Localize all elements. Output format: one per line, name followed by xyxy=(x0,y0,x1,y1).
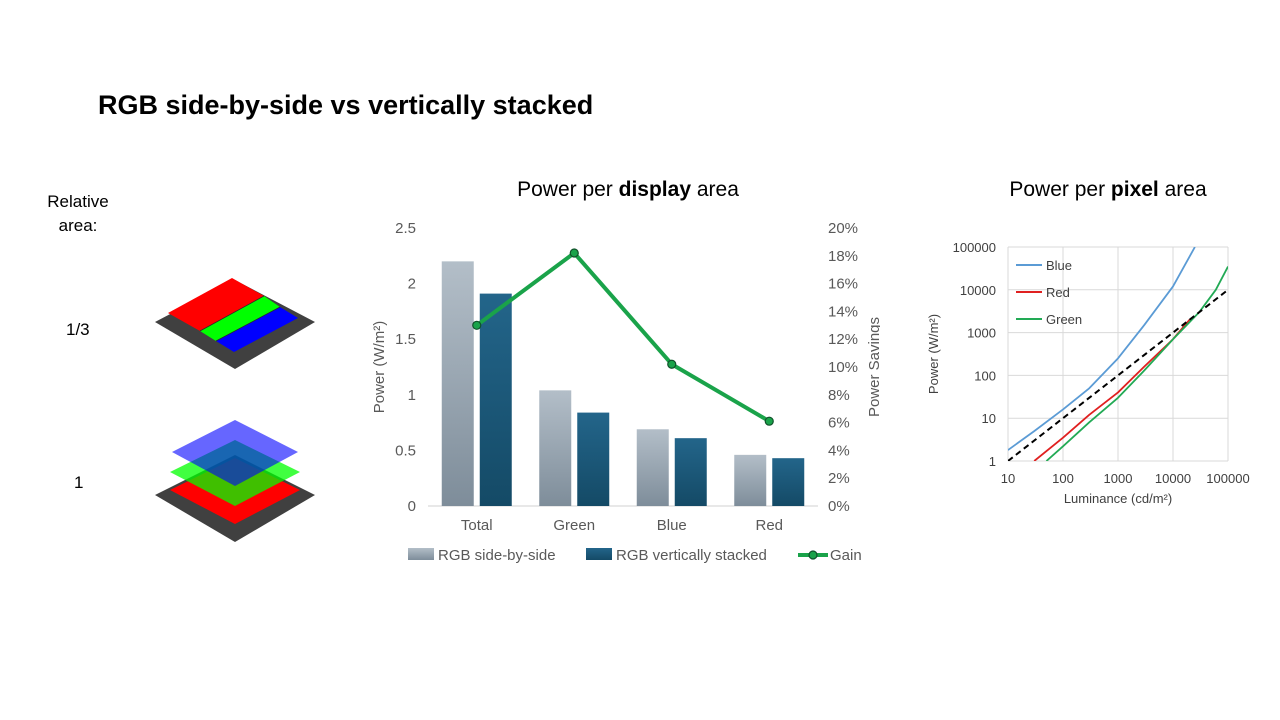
y-axis-label-right: Power Savings xyxy=(866,317,880,417)
row-label-one-third: 1/3 xyxy=(66,320,90,339)
bar-side-by-side xyxy=(539,390,572,506)
bar-vertically-stacked xyxy=(674,438,707,506)
bar-vertically-stacked xyxy=(479,293,512,506)
y-tick-label: 1 xyxy=(989,454,996,469)
legend-label-gain: Gain xyxy=(830,547,862,564)
x-tick-label: 100000 xyxy=(1206,471,1249,486)
gain-point xyxy=(472,320,482,330)
curve-green xyxy=(1045,266,1228,461)
legend-label-blue: Blue xyxy=(1046,258,1072,273)
legend-swatch-stacked xyxy=(586,548,612,560)
right-tick-label: 2% xyxy=(828,470,850,487)
bar-vertically-stacked xyxy=(772,458,805,506)
stacked-illustration xyxy=(155,420,315,542)
y-axis-label-left: Power (W/m²) xyxy=(371,321,388,414)
right-tick-label: 8% xyxy=(828,387,850,404)
x-tick-label: 100 xyxy=(1052,471,1074,486)
gain-point xyxy=(667,359,677,369)
left-tick-label: 2.5 xyxy=(395,220,416,237)
right-tick-label: 4% xyxy=(828,442,850,459)
bar-side-by-side xyxy=(636,429,669,506)
power-per-display-area-chart: 0 0.5 1 1.5 2 2.5 0% 2% 4% 6% 8% 10% 12% 14% 16% 18% 20%… xyxy=(371,220,880,564)
legend-label-side-by-side: RGB side-by-side xyxy=(438,547,556,564)
x-tick-label: 10000 xyxy=(1155,471,1191,486)
left-tick-label: 2 xyxy=(408,276,416,293)
left-tick-label: 0 xyxy=(408,498,416,515)
chart-title-pixel: Power per pixel area xyxy=(1009,178,1207,201)
x-tick-label: 1000 xyxy=(1104,471,1133,486)
right-tick-label: 0% xyxy=(828,498,850,515)
right-tick-label: 10% xyxy=(828,359,858,376)
legend-marker-gain xyxy=(808,550,818,560)
reference-line-dashed xyxy=(1008,289,1228,461)
bar-side-by-side xyxy=(441,261,474,506)
right-tick-label: 20% xyxy=(828,220,858,237)
chart-title-display: Power per display area xyxy=(517,178,739,201)
y-tick-label: 100 xyxy=(974,368,996,383)
power-per-pixel-area-chart: 10 100 1000 10000 100000 1 10 100 1000 10000 10000… xyxy=(926,240,1250,506)
y-tick-label: 10000 xyxy=(960,283,996,298)
row-label-one: 1 xyxy=(74,473,84,492)
y-axis-label: Power (W/m²) xyxy=(926,314,941,394)
side-by-side-illustration xyxy=(155,278,315,369)
curve-red xyxy=(1033,319,1191,461)
blue-subpixel xyxy=(216,307,298,352)
legend-label-green: Green xyxy=(1046,312,1082,327)
left-tick-label: 0.5 xyxy=(395,442,416,459)
green-subpixel xyxy=(200,296,280,341)
gain-point xyxy=(764,416,774,426)
gain-line xyxy=(475,251,771,423)
relative-area-label: Relative area: xyxy=(47,192,109,235)
right-tick-label: 18% xyxy=(828,248,858,265)
left-tick-label: 1 xyxy=(408,387,416,404)
right-tick-label: 16% xyxy=(828,276,858,293)
bar-vertically-stacked xyxy=(577,412,610,506)
blue-layer xyxy=(172,420,298,486)
category-label: Red xyxy=(755,517,783,534)
y-tick-label: 1000 xyxy=(967,326,996,341)
bar-side-by-side xyxy=(734,454,767,506)
y-tick-label: 100000 xyxy=(953,240,996,255)
category-label: Green xyxy=(553,517,595,534)
category-label: Total xyxy=(461,517,493,534)
right-tick-label: 6% xyxy=(828,415,850,432)
gain-point xyxy=(569,248,579,258)
legend-swatch-side-by-side xyxy=(408,548,434,560)
right-tick-label: 14% xyxy=(828,303,858,320)
plot-area xyxy=(1008,247,1228,461)
slide-title: RGB side-by-side vs vertically stacked xyxy=(98,90,594,120)
right-tick-label: 12% xyxy=(828,331,858,348)
category-label: Blue xyxy=(657,517,687,534)
legend-label-stacked: RGB vertically stacked xyxy=(616,547,767,564)
x-axis-label: Luminance (cd/m²) xyxy=(1064,491,1172,506)
legend-label-red: Red xyxy=(1046,285,1070,300)
x-tick-label: 10 xyxy=(1001,471,1015,486)
left-tick-label: 1.5 xyxy=(395,331,416,348)
red-subpixel xyxy=(168,278,264,331)
y-tick-label: 10 xyxy=(982,411,996,426)
curve-blue xyxy=(1008,247,1196,451)
